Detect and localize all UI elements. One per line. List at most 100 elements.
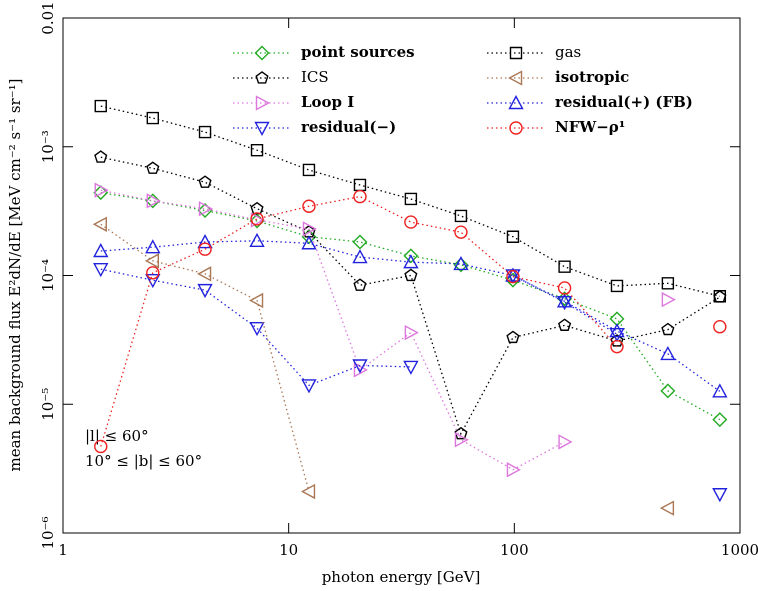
legend-marker bbox=[509, 121, 523, 135]
x-tick-label: 1000 bbox=[721, 541, 758, 559]
legend-label: residual(+) (FB) bbox=[555, 93, 693, 111]
data-point bbox=[146, 111, 160, 125]
y-tick-label: 10⁻⁶ bbox=[39, 516, 57, 549]
data-point bbox=[250, 201, 264, 215]
data-point bbox=[198, 125, 212, 139]
data-point bbox=[197, 283, 213, 299]
data-point bbox=[712, 383, 728, 398]
data-point bbox=[403, 360, 419, 375]
data-point bbox=[404, 215, 418, 229]
data-point bbox=[661, 277, 675, 290]
data-point bbox=[94, 150, 108, 163]
legend-marker bbox=[509, 46, 523, 60]
data-point bbox=[250, 212, 264, 226]
legend-label: isotropic bbox=[555, 68, 629, 86]
data-point bbox=[249, 232, 265, 248]
legend-label: NFW−ρ¹ bbox=[555, 118, 625, 136]
data-point bbox=[146, 161, 160, 174]
series-line bbox=[101, 190, 668, 470]
data-point bbox=[302, 199, 316, 213]
data-point bbox=[302, 221, 317, 237]
data-point bbox=[713, 320, 727, 334]
legend-label: point sources bbox=[301, 43, 415, 61]
x-axis-label: photon energy [GeV] bbox=[322, 568, 481, 586]
y-tick-label: 10⁻³ bbox=[39, 130, 57, 163]
data-point bbox=[301, 235, 317, 250]
legend-marker bbox=[508, 95, 524, 110]
annotation: 10° ≤ |b| ≤ 60° bbox=[85, 452, 202, 470]
x-tick-label: 100 bbox=[500, 541, 529, 559]
y-tick-label: 0.01 bbox=[39, 1, 57, 34]
series-line bbox=[100, 192, 721, 421]
legend-label: ICS bbox=[301, 68, 329, 86]
series-line bbox=[100, 105, 720, 297]
data-point bbox=[659, 500, 675, 516]
annotation: |l| ≤ 60° bbox=[85, 427, 149, 445]
data-point bbox=[404, 192, 418, 206]
legend-marker bbox=[508, 70, 523, 86]
data-point bbox=[713, 290, 727, 303]
data-point bbox=[610, 279, 624, 293]
data-point bbox=[94, 182, 109, 198]
data-point bbox=[93, 243, 109, 258]
data-point bbox=[712, 488, 728, 503]
data-point bbox=[250, 144, 264, 157]
data-point bbox=[301, 379, 317, 394]
data-point bbox=[609, 328, 625, 343]
data-point bbox=[353, 178, 367, 192]
data-point bbox=[249, 321, 265, 337]
data-point bbox=[198, 242, 212, 256]
legend-marker bbox=[254, 45, 270, 61]
data-point bbox=[353, 362, 368, 378]
data-point bbox=[403, 248, 419, 264]
data-point bbox=[352, 234, 368, 250]
data-point bbox=[197, 266, 212, 282]
data-point bbox=[404, 268, 418, 282]
data-point bbox=[353, 278, 367, 291]
data-point bbox=[454, 426, 468, 440]
data-point bbox=[660, 345, 676, 361]
data-point bbox=[454, 209, 468, 223]
data-point bbox=[353, 189, 367, 204]
data-point bbox=[506, 462, 521, 478]
data-point bbox=[146, 266, 160, 280]
data-point bbox=[146, 193, 161, 209]
x-tick-label: 10 bbox=[279, 541, 298, 559]
data-point bbox=[145, 273, 161, 289]
data-point bbox=[506, 269, 520, 284]
data-point bbox=[712, 412, 728, 428]
legend-label: gas bbox=[555, 43, 581, 61]
legend-marker bbox=[254, 121, 270, 136]
data-point bbox=[556, 293, 573, 308]
data-point bbox=[453, 255, 469, 271]
series-line bbox=[101, 197, 720, 447]
data-point bbox=[92, 216, 107, 232]
data-point bbox=[352, 249, 368, 264]
data-point bbox=[506, 230, 520, 243]
data-point bbox=[145, 193, 161, 209]
data-point bbox=[558, 318, 572, 331]
data-point bbox=[145, 239, 161, 254]
data-point bbox=[453, 257, 469, 273]
data-point bbox=[713, 290, 727, 303]
data-point bbox=[352, 359, 368, 374]
data-point bbox=[404, 324, 419, 341]
data-point bbox=[93, 262, 109, 278]
legend-marker bbox=[255, 95, 270, 111]
data-point bbox=[661, 322, 675, 336]
data-point bbox=[249, 292, 264, 309]
legend-label: residual(−) bbox=[301, 118, 396, 136]
y-tick-label: 10⁻⁵ bbox=[39, 388, 57, 421]
data-point bbox=[197, 234, 213, 249]
data-point bbox=[660, 383, 676, 399]
y-tick-label: 10⁻⁴ bbox=[39, 259, 57, 292]
data-point bbox=[403, 254, 419, 269]
series-line bbox=[100, 240, 721, 392]
data-point bbox=[609, 323, 625, 338]
data-point bbox=[506, 330, 520, 344]
x-tick-label: 1 bbox=[58, 541, 68, 559]
data-point bbox=[454, 432, 469, 448]
data-point bbox=[302, 163, 316, 177]
data-point bbox=[558, 260, 571, 273]
